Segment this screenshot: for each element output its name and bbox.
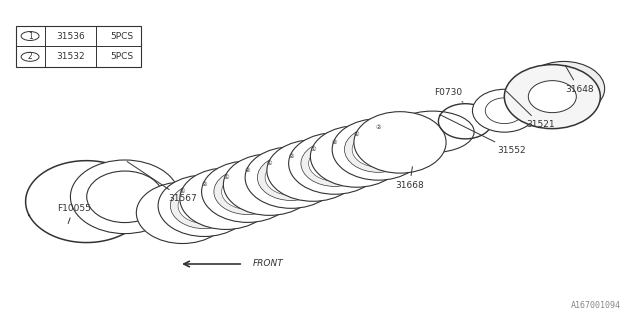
Ellipse shape <box>178 188 230 223</box>
Text: 31668: 31668 <box>396 167 424 190</box>
Text: 31648: 31648 <box>565 66 593 94</box>
Ellipse shape <box>245 147 337 208</box>
Ellipse shape <box>310 126 403 187</box>
Text: ②: ② <box>376 125 381 131</box>
Ellipse shape <box>267 140 359 201</box>
Text: 5PCS: 5PCS <box>110 31 133 41</box>
Ellipse shape <box>344 127 412 172</box>
Ellipse shape <box>87 171 163 223</box>
Text: A167001094: A167001094 <box>571 301 621 310</box>
Text: 31521: 31521 <box>506 91 555 129</box>
Ellipse shape <box>301 141 369 186</box>
Ellipse shape <box>170 183 238 228</box>
Text: 2: 2 <box>28 52 33 61</box>
Text: ①: ① <box>310 147 316 152</box>
Text: 31532: 31532 <box>56 52 84 61</box>
Ellipse shape <box>180 168 272 229</box>
Ellipse shape <box>265 160 317 195</box>
Text: ①: ① <box>180 189 185 194</box>
Text: 5PCS: 5PCS <box>110 52 133 61</box>
Text: 31552: 31552 <box>442 116 526 155</box>
Text: F0730: F0730 <box>434 88 463 102</box>
Ellipse shape <box>214 169 282 214</box>
Text: FRONT: FRONT <box>253 260 284 268</box>
Ellipse shape <box>485 98 524 124</box>
Ellipse shape <box>391 111 474 153</box>
Ellipse shape <box>332 119 424 180</box>
Text: 31567: 31567 <box>127 162 196 203</box>
Ellipse shape <box>202 161 294 222</box>
Ellipse shape <box>223 154 316 215</box>
Ellipse shape <box>158 175 250 236</box>
Ellipse shape <box>354 112 446 173</box>
Ellipse shape <box>529 81 577 113</box>
Ellipse shape <box>136 182 228 244</box>
Ellipse shape <box>523 61 605 116</box>
Ellipse shape <box>504 65 600 129</box>
Ellipse shape <box>542 74 586 103</box>
Text: F10055: F10055 <box>57 204 90 224</box>
Text: ②: ② <box>245 168 250 173</box>
Bar <box>16 26 141 67</box>
Text: ②: ② <box>202 182 207 187</box>
Text: 1: 1 <box>28 31 33 41</box>
Ellipse shape <box>70 160 179 234</box>
Text: ①: ① <box>354 132 359 138</box>
Ellipse shape <box>308 146 361 181</box>
Text: ①: ① <box>267 161 272 166</box>
Text: ②: ② <box>289 154 294 159</box>
Ellipse shape <box>352 132 404 167</box>
Ellipse shape <box>257 155 325 200</box>
Ellipse shape <box>221 174 274 209</box>
Text: ①: ① <box>223 175 228 180</box>
Ellipse shape <box>289 133 381 194</box>
Text: 31536: 31536 <box>56 31 84 41</box>
Text: ②: ② <box>332 140 337 145</box>
Ellipse shape <box>472 89 536 132</box>
